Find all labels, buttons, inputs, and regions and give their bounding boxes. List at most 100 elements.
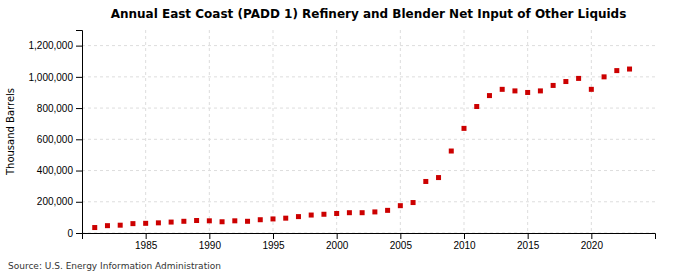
point [538, 88, 543, 93]
tick-mark [76, 77, 82, 78]
tick: 200,000 [37, 196, 82, 207]
tick: 0 [67, 228, 82, 239]
point [385, 208, 390, 213]
tick-label: 200,000 [37, 196, 74, 207]
tick-label: 1990 [199, 240, 222, 251]
point [576, 76, 581, 81]
tick: 2000 [326, 233, 349, 251]
grid-line [527, 30, 528, 233]
tick: 800,000 [37, 103, 82, 114]
tick-label: 2005 [390, 240, 413, 251]
point [271, 216, 276, 221]
y-axis-title: Thousand Barrels [5, 88, 16, 176]
tick-label: 0 [67, 228, 73, 239]
source: Source: U.S. Energy Information Administ… [8, 261, 221, 271]
point [347, 210, 352, 215]
axis-line [83, 234, 656, 240]
tick-mark [400, 233, 401, 239]
point [258, 217, 263, 222]
tick-label: 800,000 [37, 103, 74, 114]
point [627, 67, 632, 72]
tick-mark [591, 233, 592, 239]
tick: 400,000 [37, 165, 82, 176]
grid-line [400, 30, 401, 233]
x-axis: 1985 1990 1995 2000 2005 2010 2015 2020 [83, 233, 656, 251]
point [169, 220, 174, 225]
tick: 600,000 [37, 134, 82, 145]
point [614, 68, 619, 73]
tick-label: 1,000,000 [29, 72, 74, 83]
point [525, 90, 530, 95]
tick: 1,200,000 [29, 40, 83, 51]
point [411, 200, 416, 205]
y-axis: 0 200,000 400,000 600,000 800,000 1,000,000 1,… [29, 31, 83, 239]
point [462, 126, 467, 131]
tick-mark [273, 233, 274, 239]
point [156, 220, 161, 225]
tick-mark [528, 233, 529, 239]
title: Annual East Coast (PADD 1) Refinery and … [111, 7, 627, 21]
point [334, 211, 339, 216]
tick-mark [146, 233, 147, 239]
grid-line [82, 139, 655, 140]
point [474, 104, 479, 109]
tick-mark [76, 108, 82, 109]
grid-line [82, 76, 655, 77]
tick-mark [464, 233, 465, 239]
point [512, 88, 517, 93]
tick: 2020 [581, 233, 604, 251]
grid-line [82, 170, 655, 171]
grid [82, 30, 655, 233]
grid-line [591, 30, 592, 233]
grid-line [336, 30, 337, 233]
point [105, 223, 110, 228]
tick-label: 2020 [581, 240, 604, 251]
point [360, 210, 365, 215]
tick: 1990 [199, 233, 222, 251]
point [500, 87, 505, 92]
tick-mark [76, 46, 82, 47]
point [589, 87, 594, 92]
point [283, 216, 288, 221]
point [143, 221, 148, 226]
point [245, 219, 250, 224]
point [194, 218, 199, 223]
tick-mark [209, 233, 210, 239]
tick: 1985 [135, 233, 158, 251]
tick-mark [76, 202, 82, 203]
tick: 2010 [453, 233, 476, 251]
tick-label: 2010 [453, 240, 476, 251]
tick-label: 1,200,000 [29, 40, 74, 51]
grid-line [464, 30, 465, 233]
point [602, 74, 607, 79]
tick-label: 1995 [262, 240, 285, 251]
tick-label: 600,000 [37, 134, 74, 145]
point [487, 93, 492, 98]
point [232, 218, 237, 223]
tick-mark [76, 171, 82, 172]
point [563, 79, 568, 84]
grid-line [82, 45, 655, 46]
point [92, 225, 97, 230]
tick-mark [337, 233, 338, 239]
grid-line [82, 201, 655, 202]
point [398, 203, 403, 208]
chart: 1985 1990 1995 2000 2005 2010 2015 2020 0 200,000… [0, 0, 675, 275]
tick-mark [76, 233, 82, 234]
point [449, 149, 454, 154]
grid-line [145, 30, 146, 233]
grid-line [82, 108, 655, 109]
grid-line [209, 30, 210, 233]
points [92, 67, 632, 230]
tick-mark [76, 139, 82, 140]
point [321, 212, 326, 217]
point [130, 221, 135, 226]
tick-label: 2000 [326, 240, 349, 251]
grid-line [273, 30, 274, 233]
point [423, 179, 428, 184]
point [118, 223, 123, 228]
point [372, 209, 377, 214]
tick: 2005 [390, 233, 413, 251]
tick: 1,000,000 [29, 72, 83, 83]
tick: 2015 [517, 233, 540, 251]
